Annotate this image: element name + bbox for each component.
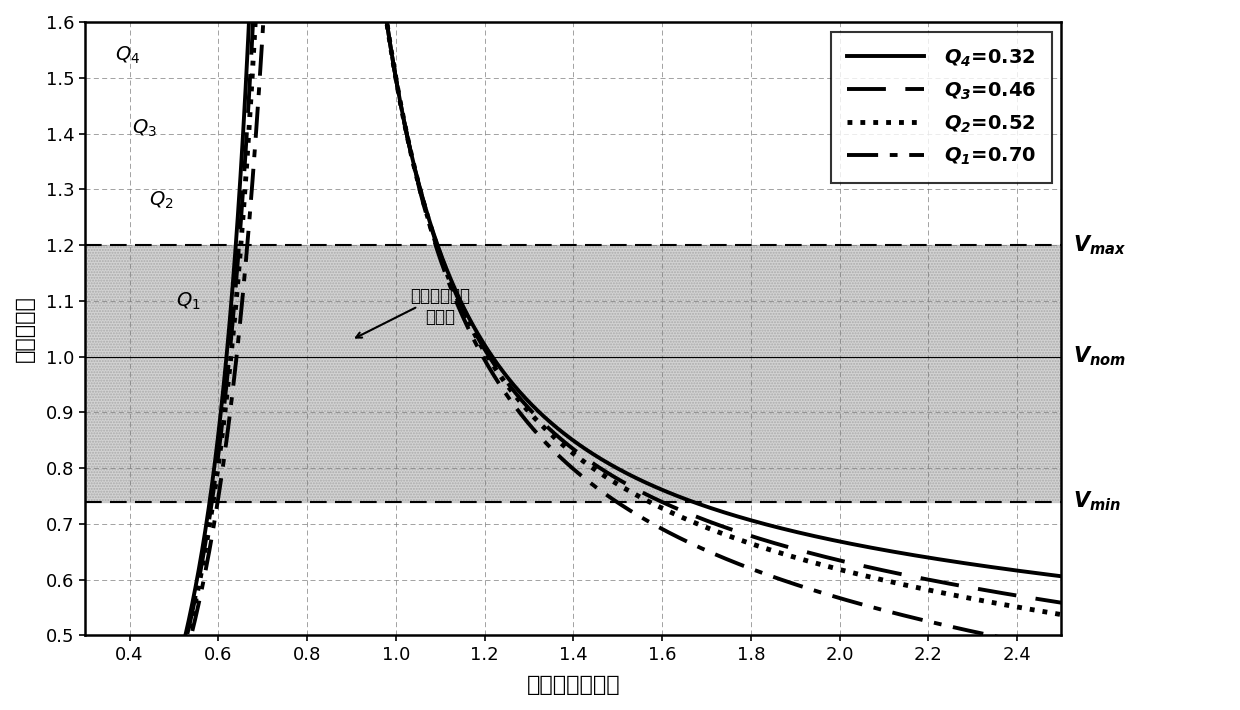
Y-axis label: 归一化增益: 归一化增益 <box>15 295 35 362</box>
Legend: $\bfit{Q_4}$=0.32, $\bfit{Q_3}$=0.46, $\bfit{Q_2}$=0.52, $\bfit{Q_1}$=0.70: $\bfit{Q_4}$=0.32, $\bfit{Q_3}$=0.46, $\… <box>831 32 1052 183</box>
Text: $Q_4$: $Q_4$ <box>115 45 140 66</box>
Text: $\bfit{V}_{min}$: $\bfit{V}_{min}$ <box>1073 490 1121 513</box>
Text: 有效调节区域
内切山: 有效调节区域 内切山 <box>410 287 470 326</box>
Text: $Q_2$: $Q_2$ <box>150 190 174 212</box>
Text: $\bfit{V}_{max}$: $\bfit{V}_{max}$ <box>1073 234 1126 257</box>
Text: $\bfit{V}_{nom}$: $\bfit{V}_{nom}$ <box>1073 345 1126 368</box>
X-axis label: 归一化开关频率: 归一化开关频率 <box>527 675 620 695</box>
Text: $Q_1$: $Q_1$ <box>176 290 201 312</box>
Bar <box>86 245 1061 502</box>
Text: $Q_3$: $Q_3$ <box>131 118 156 139</box>
Bar <box>86 245 1061 502</box>
